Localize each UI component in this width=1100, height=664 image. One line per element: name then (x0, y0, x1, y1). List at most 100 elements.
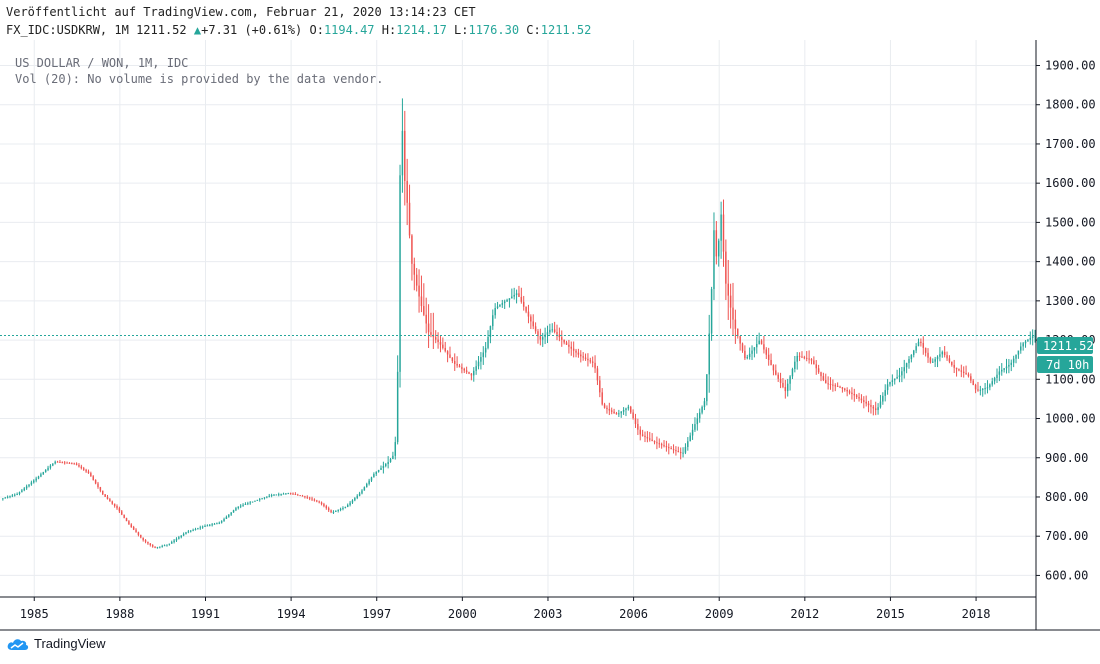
candle-body (917, 341, 920, 347)
candle-body (634, 418, 637, 424)
candle-body (1031, 336, 1034, 339)
candle-body (672, 449, 675, 451)
candle-body (304, 496, 306, 498)
candle-body (263, 497, 266, 499)
candle-body (853, 393, 856, 396)
tradingview-logo[interactable]: TradingView (6, 636, 106, 651)
candle-body (266, 496, 268, 498)
candle-body (658, 443, 661, 445)
chart-legend-title: US DOLLAR / WON, 1M, IDC (15, 56, 189, 70)
candle-body (775, 370, 777, 375)
candle-body (565, 342, 568, 345)
x-tick-label: 1988 (105, 607, 134, 621)
candle-body (713, 230, 715, 290)
candle-body (656, 442, 658, 444)
candle-body (63, 462, 66, 464)
candle-body (156, 547, 159, 549)
candle-body (615, 413, 618, 415)
candle-body (896, 377, 898, 379)
candle-body (439, 342, 442, 345)
candle-body (102, 490, 104, 495)
candle-body (465, 370, 468, 373)
candle-body (756, 343, 758, 348)
candle-body (741, 343, 744, 351)
candle-body (715, 230, 718, 257)
candle-body (213, 523, 216, 525)
candle-body (568, 344, 570, 347)
up-triangle-icon: ▲ (193, 23, 202, 37)
y-tick-label: 1900.00 (1045, 58, 1096, 72)
candle-body (175, 538, 178, 541)
candle-body (33, 480, 35, 483)
candle-body (977, 389, 979, 391)
candle-body (85, 469, 87, 472)
candle-body (827, 383, 829, 385)
candle-body (920, 341, 922, 344)
candle-body (703, 401, 706, 407)
candle-body (16, 493, 18, 495)
candle-body (366, 483, 368, 488)
candle-body (1027, 339, 1029, 342)
candle-body (499, 304, 501, 307)
candle-body (943, 351, 946, 356)
candle-body (629, 406, 632, 413)
candle-body (784, 386, 787, 392)
candle-body (453, 360, 456, 364)
candle-body (637, 423, 639, 430)
high-label: H: (381, 23, 397, 37)
candle-body (511, 296, 513, 299)
candle-body (94, 479, 97, 484)
candle-body (872, 406, 875, 409)
candle-body (660, 444, 663, 446)
candle-body (722, 214, 725, 252)
candle-body (261, 498, 263, 500)
candle-body (570, 346, 573, 349)
candle-body (751, 350, 753, 354)
candle-body (449, 354, 451, 358)
candle-body (915, 346, 917, 351)
candle-body (998, 371, 1001, 375)
open-label: O: (309, 23, 324, 37)
candle-body (427, 323, 430, 333)
candle-body (399, 175, 401, 372)
last-price-badge: 1211.52 7d 10h (1037, 337, 1094, 373)
candle-body (632, 412, 634, 419)
candle-body (199, 527, 201, 529)
published-info: Veröffentlicht auf TradingView.com, Febr… (6, 5, 476, 19)
candle-body (858, 396, 860, 399)
candle-body (313, 499, 316, 501)
brand-name: TradingView (34, 636, 106, 651)
candle-body (256, 499, 259, 501)
candle-body (396, 371, 399, 443)
candle-body (468, 372, 470, 374)
price-badge-bg (1037, 337, 1093, 354)
candle-body (972, 380, 974, 385)
candle-body (323, 504, 325, 507)
candle-body (311, 498, 313, 500)
candle-body (606, 407, 608, 410)
candle-body (696, 418, 699, 425)
candle-body (380, 467, 382, 470)
candle-body (66, 462, 68, 464)
candle-body (789, 376, 791, 384)
candle-body (6, 496, 9, 498)
candle-body (748, 353, 751, 358)
candle-body (941, 351, 944, 355)
candle-body (316, 500, 318, 502)
candle-body (948, 358, 951, 362)
candle-body (159, 546, 161, 548)
candle-body (223, 518, 225, 522)
candle-body (518, 293, 520, 297)
candle-body (116, 505, 118, 509)
candle-body (318, 501, 320, 503)
x-tick-label: 1985 (20, 607, 49, 621)
candlestick-series (2, 98, 1036, 549)
candle-body (423, 306, 425, 315)
candle-body (349, 502, 351, 505)
low-label: L: (454, 23, 469, 37)
candle-body (729, 295, 732, 308)
candle-body (860, 398, 863, 401)
candle-body (368, 480, 370, 484)
candle-body (370, 477, 373, 481)
